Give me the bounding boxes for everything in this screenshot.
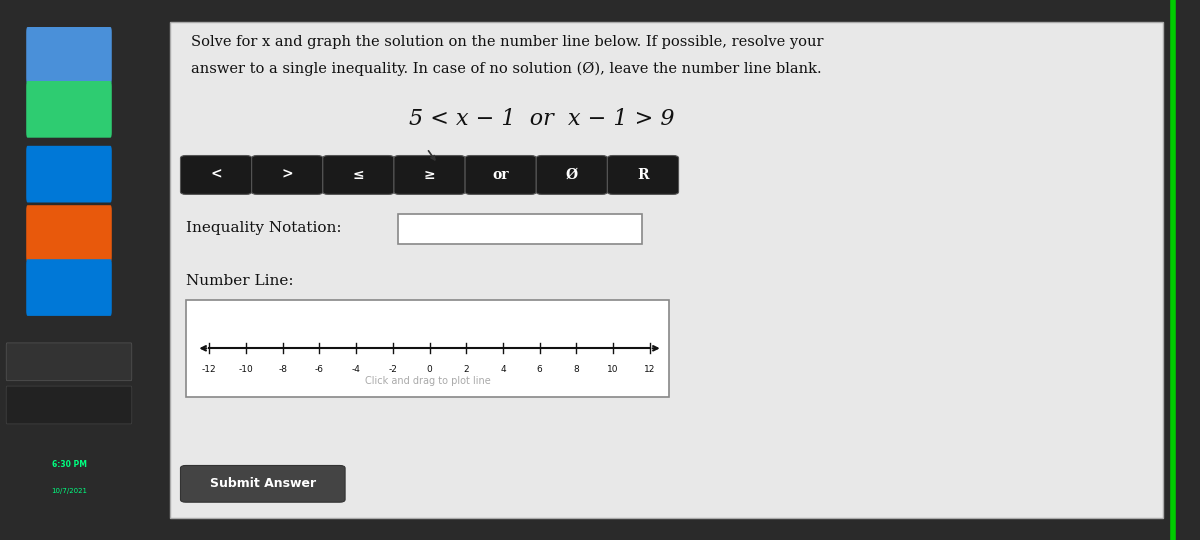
- FancyBboxPatch shape: [26, 27, 112, 84]
- FancyBboxPatch shape: [6, 386, 132, 424]
- FancyBboxPatch shape: [252, 156, 323, 194]
- FancyBboxPatch shape: [6, 343, 132, 381]
- Text: ≤: ≤: [353, 168, 364, 182]
- FancyBboxPatch shape: [26, 146, 112, 202]
- Text: 6: 6: [536, 365, 542, 374]
- FancyBboxPatch shape: [26, 259, 112, 316]
- FancyBboxPatch shape: [180, 465, 346, 502]
- Text: Number Line:: Number Line:: [186, 274, 294, 288]
- Text: 10: 10: [607, 365, 619, 374]
- FancyBboxPatch shape: [26, 205, 112, 262]
- Text: 6:30 PM: 6:30 PM: [52, 460, 86, 469]
- Text: Inequality Notation:: Inequality Notation:: [186, 221, 342, 235]
- Text: Submit Answer: Submit Answer: [210, 477, 316, 490]
- Text: >: >: [281, 168, 293, 182]
- Text: R: R: [637, 168, 649, 182]
- Text: answer to a single inequality. In case of no solution (Ø), leave the number line: answer to a single inequality. In case o…: [191, 62, 822, 77]
- Text: or: or: [492, 168, 509, 182]
- Text: -2: -2: [389, 365, 397, 374]
- Text: -10: -10: [239, 365, 253, 374]
- FancyBboxPatch shape: [170, 22, 1163, 518]
- FancyBboxPatch shape: [323, 156, 394, 194]
- FancyBboxPatch shape: [186, 300, 670, 397]
- FancyBboxPatch shape: [466, 156, 536, 194]
- FancyBboxPatch shape: [26, 81, 112, 138]
- Text: Solve for x and graph the solution on the number line below. If possible, resolv: Solve for x and graph the solution on th…: [191, 35, 823, 49]
- FancyBboxPatch shape: [394, 156, 466, 194]
- FancyBboxPatch shape: [536, 156, 607, 194]
- Text: Click and drag to plot line: Click and drag to plot line: [365, 376, 491, 386]
- Text: <: <: [210, 168, 222, 182]
- Text: 2: 2: [463, 365, 469, 374]
- Text: Ø: Ø: [565, 168, 578, 182]
- Text: 12: 12: [644, 365, 655, 374]
- Text: -6: -6: [314, 365, 324, 374]
- FancyBboxPatch shape: [180, 156, 252, 194]
- FancyBboxPatch shape: [398, 214, 642, 244]
- Text: 0: 0: [427, 365, 432, 374]
- Text: 4: 4: [500, 365, 505, 374]
- Text: 8: 8: [574, 365, 580, 374]
- Text: 10/7/2021: 10/7/2021: [50, 488, 88, 495]
- FancyBboxPatch shape: [607, 156, 678, 194]
- Text: ≥: ≥: [424, 168, 436, 182]
- Text: 5 < x − 1  or  x − 1 > 9: 5 < x − 1 or x − 1 > 9: [409, 108, 674, 130]
- Text: -12: -12: [202, 365, 216, 374]
- Text: -4: -4: [352, 365, 360, 374]
- Text: -8: -8: [278, 365, 287, 374]
